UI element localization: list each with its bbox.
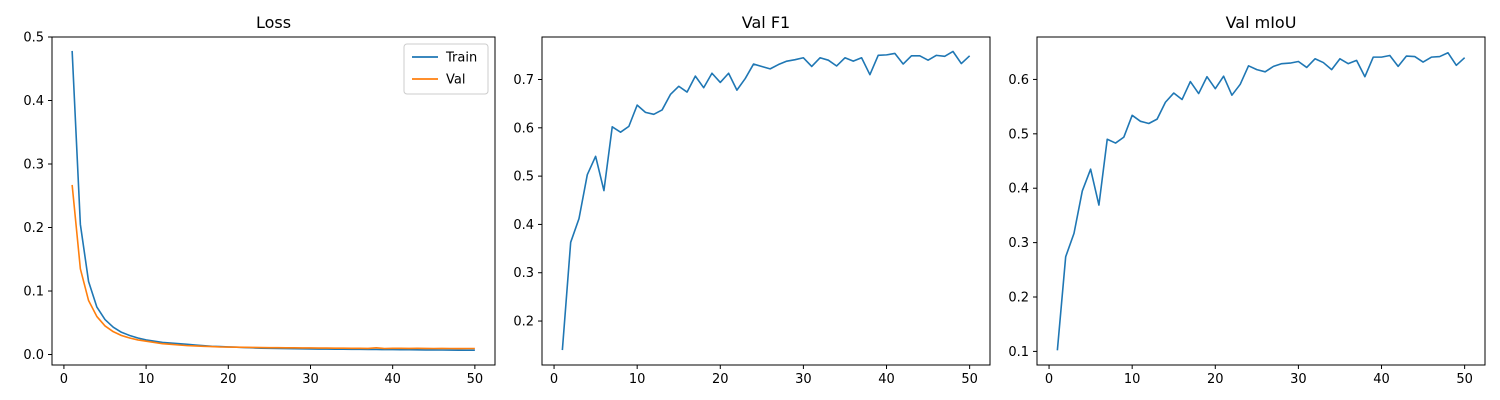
axes-frame xyxy=(541,36,991,366)
y-tick-label: 0.6 xyxy=(1008,73,1029,88)
chart-title: Val mIoU xyxy=(1226,13,1297,32)
y-tick-label: 0.5 xyxy=(513,170,534,185)
y-tick-label: 0.4 xyxy=(23,94,44,109)
y-tick-label: 0.6 xyxy=(513,121,534,136)
y-tick-label: 0.1 xyxy=(23,285,44,300)
chart-val-miou: Val mIoU 0 10 20 30 40 50 0.1 0.2 0.3 0.4 0.5 0.6 xyxy=(1008,13,1486,387)
y-tick-label: 0.4 xyxy=(1008,182,1029,197)
x-tick-label: 30 xyxy=(795,372,812,387)
x-tick-label: 50 xyxy=(1456,372,1473,387)
series-line-val xyxy=(71,184,475,350)
series-line-value xyxy=(561,50,971,351)
series-line-value xyxy=(1056,51,1466,351)
y-tick-label: 0.7 xyxy=(513,73,534,88)
x-tick-label: 0 xyxy=(1045,372,1053,387)
chart-title: Val F1 xyxy=(742,13,790,32)
y-tick-label: 0.2 xyxy=(513,315,534,330)
x-tick-label: 10 xyxy=(629,372,646,387)
chart-val-f1: Val F1 0 10 20 30 40 50 0.2 0.3 0.4 0.5 0.6 0.7 xyxy=(513,13,991,387)
y-tick-label: 0.3 xyxy=(1008,236,1029,251)
x-tick-label: 20 xyxy=(1207,372,1224,387)
y-tick-label: 0.3 xyxy=(513,266,534,281)
x-tick-label: 10 xyxy=(1124,372,1141,387)
x-tick-label: 0 xyxy=(60,372,68,387)
x-tick-label: 20 xyxy=(712,372,729,387)
x-tick-label: 40 xyxy=(384,372,401,387)
chart-title: Loss xyxy=(256,13,291,32)
y-tick-label: 0.3 xyxy=(23,158,44,173)
y-tick-label: 0.0 xyxy=(23,348,44,363)
series-line-train xyxy=(71,50,475,352)
y-tick-label: 0.1 xyxy=(1008,345,1029,360)
chart-loss: Loss 0 10 20 30 40 50 0.0 0.1 0.2 0.3 0.4 0.5 Train Va… xyxy=(23,13,496,387)
x-tick-label: 20 xyxy=(220,372,237,387)
axes-frame xyxy=(1036,36,1486,366)
axes-frame xyxy=(51,36,496,366)
x-tick-label: 30 xyxy=(1290,372,1307,387)
y-tick-label: 0.5 xyxy=(23,31,44,46)
y-tick-label: 0.5 xyxy=(1008,127,1029,142)
legend: Train Val xyxy=(403,43,489,95)
x-tick-label: 50 xyxy=(467,372,484,387)
x-tick-label: 0 xyxy=(550,372,558,387)
y-tick-label: 0.2 xyxy=(23,221,44,236)
x-tick-label: 30 xyxy=(302,372,319,387)
x-tick-label: 40 xyxy=(1373,372,1390,387)
x-tick-label: 40 xyxy=(878,372,895,387)
x-tick-label: 50 xyxy=(961,372,978,387)
legend-label-val: Val xyxy=(446,73,465,88)
y-tick-label: 0.2 xyxy=(1008,291,1029,306)
y-tick-label: 0.4 xyxy=(513,218,534,233)
x-tick-label: 10 xyxy=(138,372,155,387)
legend-label-train: Train xyxy=(445,51,477,66)
